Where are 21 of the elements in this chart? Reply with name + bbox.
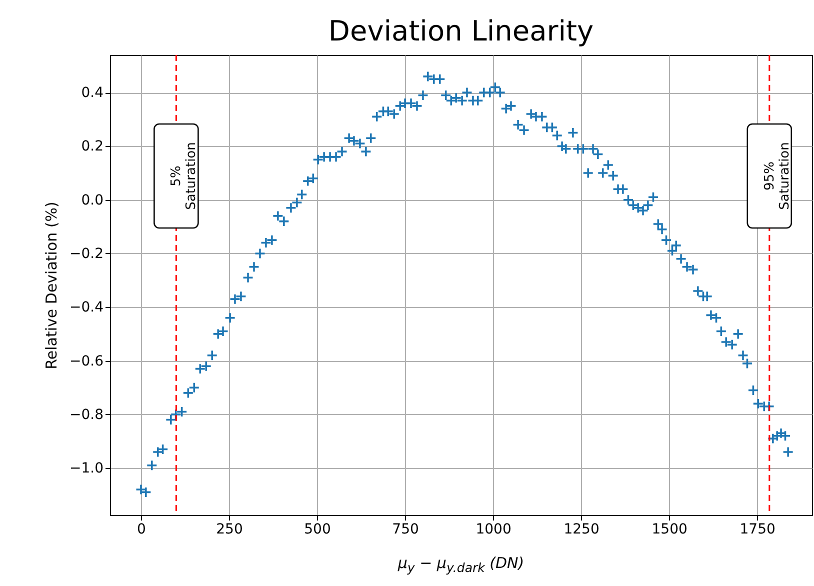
x-tick-label: 1500 bbox=[652, 522, 688, 538]
ref-line-label: 95% Saturation bbox=[762, 142, 792, 210]
y-tick-label: −0.4 bbox=[70, 300, 104, 316]
y-tick-label: 0.0 bbox=[81, 192, 104, 208]
x-tick-label: 250 bbox=[216, 522, 243, 538]
y-tick-label: 0.4 bbox=[81, 85, 104, 102]
x-tick-label: 1750 bbox=[740, 522, 776, 538]
x-tick-label: 1000 bbox=[476, 522, 512, 538]
x-axis-title: μ$_{y}$ − μ$_{y.dark}$ (DN) bbox=[396, 554, 526, 575]
y-tick-label: −0.2 bbox=[70, 246, 104, 262]
y-tick-label: −1.0 bbox=[70, 460, 104, 477]
y-tick-label: 0.2 bbox=[81, 138, 104, 155]
ref-line-label: 5% Saturation bbox=[169, 142, 200, 210]
y-axis-title: Relative Deviation (%) bbox=[42, 202, 61, 370]
chart-title: Deviation Linearity bbox=[328, 14, 594, 48]
x-tick-label: 0 bbox=[137, 522, 146, 538]
x-tick-label: 1250 bbox=[564, 522, 600, 538]
x-tick-label: 500 bbox=[304, 522, 331, 538]
y-tick-label: −0.8 bbox=[70, 406, 104, 423]
x-tick-label: 750 bbox=[392, 522, 419, 538]
y-tick-label: −0.6 bbox=[70, 353, 104, 370]
